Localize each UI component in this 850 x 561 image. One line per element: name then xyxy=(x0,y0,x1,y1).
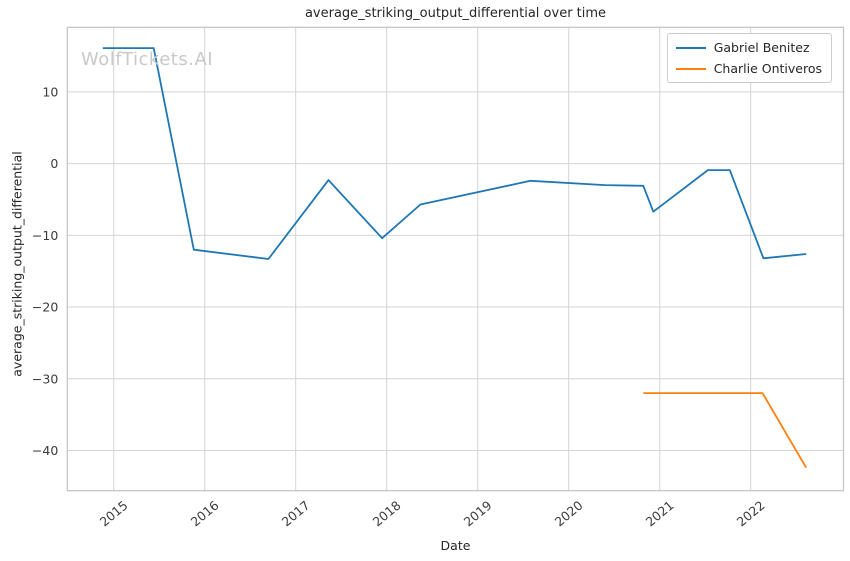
y-tick-label: −20 xyxy=(32,300,58,315)
legend-box: Gabriel Benitez Charlie Ontiveros xyxy=(666,33,832,83)
legend-label: Charlie Ontiveros xyxy=(713,61,822,76)
legend-label: Gabriel Benitez xyxy=(713,40,810,55)
series-line-0 xyxy=(102,47,807,260)
x-tick-label: 2015 xyxy=(97,498,131,530)
x-tick-label: 2017 xyxy=(279,498,313,530)
x-tick-labels: 2015 2016 2017 2018 2019 2020 2021 2022 xyxy=(97,497,768,529)
x-tick-label: 2022 xyxy=(734,498,768,530)
legend-entry-gabriel-benitez: Gabriel Benitez xyxy=(675,39,822,56)
x-tick-label: 2019 xyxy=(461,497,495,529)
legend-entry-charlie-ontiveros: Charlie Ontiveros xyxy=(675,60,822,77)
x-tick-label: 2020 xyxy=(552,497,586,529)
legend-line-swatch-blue xyxy=(675,46,706,49)
legend-line-swatch-orange xyxy=(675,67,706,70)
watermark-text: WolfTickets.AI xyxy=(81,49,214,70)
x-tick-label: 2018 xyxy=(370,497,404,529)
gridlines xyxy=(67,27,844,491)
series-line-1 xyxy=(643,392,807,469)
y-tick-label: −30 xyxy=(32,371,58,386)
x-tick-label: 2016 xyxy=(188,497,222,529)
y-tick-labels: 10 0 −10 −20 −30 −40 xyxy=(32,84,58,458)
y-tick-label: 10 xyxy=(42,84,58,99)
y-tick-label: −40 xyxy=(32,443,58,458)
y-tick-label: 0 xyxy=(50,156,58,171)
y-axis-title: average_striking_output_differential xyxy=(9,151,25,377)
chart-title: average_striking_output_differential ove… xyxy=(304,6,607,21)
y-tick-label: −10 xyxy=(32,228,58,243)
x-axis-title: Date xyxy=(440,538,471,553)
x-tick-label: 2021 xyxy=(643,498,677,530)
data-series-lines xyxy=(102,47,807,469)
plot-border xyxy=(66,26,845,492)
